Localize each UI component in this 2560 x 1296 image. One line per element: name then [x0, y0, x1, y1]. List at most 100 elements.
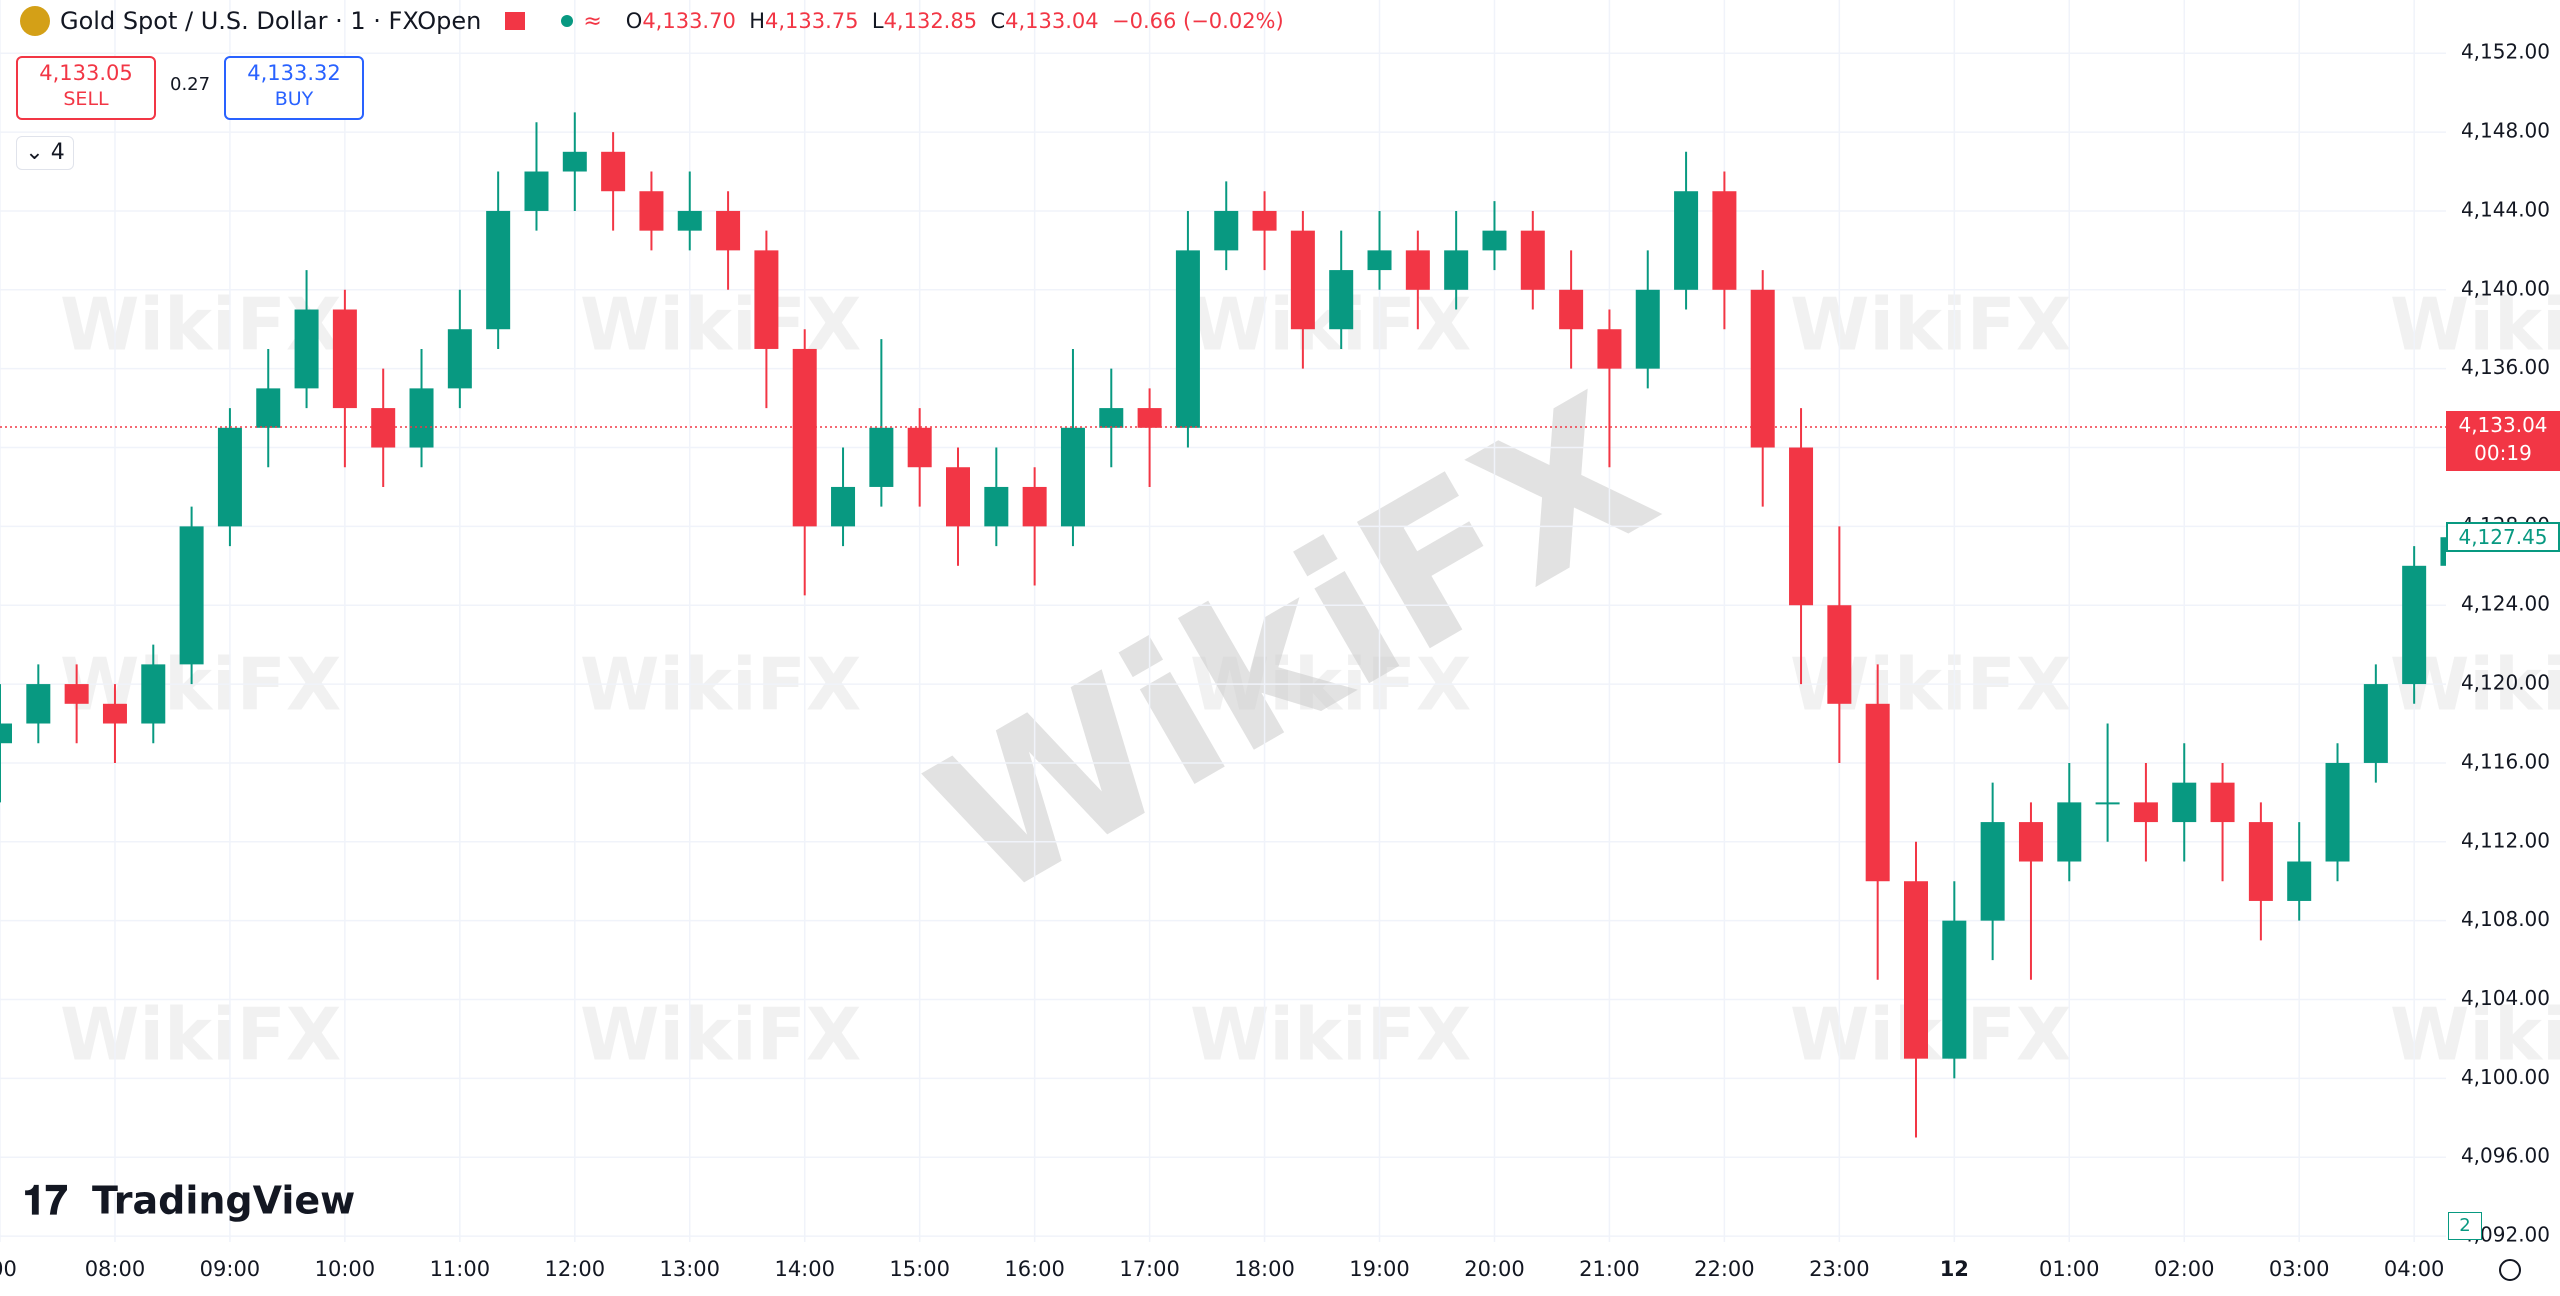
- candle-body: [1367, 250, 1392, 271]
- x-tick-label: 13:00: [659, 1257, 720, 1281]
- countdown: 00:19: [2474, 441, 2532, 465]
- symbol-icon: [20, 6, 50, 36]
- y-tick-label: 4,096.00: [2461, 1144, 2550, 1168]
- candle-body: [946, 467, 970, 527]
- indicators-toggle[interactable]: ⌄ 4: [16, 136, 74, 170]
- candle-body: [1942, 920, 1967, 1059]
- candle-body: [141, 664, 166, 724]
- watermark: WikiFX: [2390, 283, 2560, 367]
- x-tick-label: 09:00: [200, 1257, 261, 1281]
- candle-body: [831, 486, 856, 527]
- candle-body: [1252, 210, 1277, 231]
- watermark: WikiFX: [60, 993, 341, 1077]
- candle-body: [1022, 486, 1047, 527]
- candle-body: [371, 408, 396, 448]
- l-value: 4,132.85: [883, 9, 978, 33]
- candle-body: [102, 703, 127, 724]
- buy-price: 4,133.32: [247, 61, 341, 85]
- candle-body: [294, 309, 319, 389]
- watermark-large: WikiFX: [896, 352, 1689, 945]
- last-price: 4,133.04: [2458, 413, 2548, 437]
- o-value: 4,133.70: [642, 9, 736, 33]
- x-tick-label: 03:00: [2269, 1257, 2330, 1281]
- y-tick-label: 4,100.00: [2461, 1065, 2550, 1089]
- y-tick-label: 4,140.00: [2461, 276, 2550, 300]
- y-tick-label: 4,120.00: [2461, 671, 2550, 695]
- candle-body: [1482, 230, 1507, 251]
- watermark: WikiFX: [1790, 993, 2071, 1077]
- candle-body: [0, 723, 12, 744]
- candle-body: [26, 684, 51, 724]
- ohlc: O4,133.70 H4,133.75 L4,132.85 C4,133.04 …: [626, 9, 1284, 33]
- candle-body: [2248, 822, 2273, 901]
- settings-icon[interactable]: [2499, 1259, 2521, 1281]
- y-tick-label: 4,144.00: [2461, 197, 2550, 221]
- grid: [0, 0, 2446, 1242]
- logo-mark: 𝟏𝟕: [23, 1178, 67, 1224]
- y-tick-label: 4,152.00: [2461, 40, 2550, 64]
- candle-body: [1750, 289, 1775, 448]
- header: Gold Spot / U.S. Dollar · 1 · FXOpen ≈ O…: [20, 6, 1284, 36]
- x-tick-label: 04:00: [2384, 1257, 2445, 1281]
- change: −0.66 (−0.02%): [1111, 9, 1284, 33]
- watermark: WikiFX: [580, 283, 861, 367]
- sell-button[interactable]: 4,133.05 SELL: [16, 56, 156, 120]
- buy-button[interactable]: 4,133.32 BUY: [224, 56, 364, 120]
- candle-body: [524, 171, 549, 211]
- candle-body: [2172, 782, 2197, 823]
- candle-body: [1674, 191, 1699, 290]
- x-tick-label: :00: [0, 1257, 17, 1281]
- x-tick-label: 18:00: [1234, 1257, 1295, 1281]
- candle-body: [1980, 822, 2005, 921]
- candle-body: [332, 309, 357, 409]
- x-tick-label: 08:00: [85, 1257, 146, 1281]
- x-tick-label: 01:00: [2039, 1257, 2100, 1281]
- y-tick-label: 4,116.00: [2461, 749, 2550, 773]
- x-tick-label: 14:00: [774, 1257, 835, 1281]
- candle-body: [716, 210, 741, 251]
- watermark: WikiFX: [60, 283, 341, 367]
- candle-body: [217, 427, 242, 527]
- candle-body: [1559, 289, 1584, 330]
- x-tick-label: 17:00: [1119, 1257, 1180, 1281]
- symbol-title[interactable]: Gold Spot / U.S. Dollar · 1 · FXOpen: [60, 7, 482, 35]
- candle-body: [409, 388, 434, 448]
- candle-body: [677, 210, 702, 231]
- x-tick-label: 22:00: [1694, 1257, 1755, 1281]
- indicators-count: 4: [50, 140, 65, 165]
- candle-body: [2402, 565, 2427, 685]
- watermark: WikiFX: [1190, 993, 1471, 1077]
- status-dot: [561, 15, 574, 27]
- x-tick-label: 19:00: [1349, 1257, 1410, 1281]
- candle-body: [2325, 762, 2350, 862]
- candle-body: [1635, 289, 1660, 369]
- spread: 0.27: [170, 74, 211, 95]
- logo: TradingView: [92, 1179, 355, 1223]
- candle-body: [486, 210, 511, 330]
- x-tick-label: 12: [1940, 1257, 1969, 1281]
- candle-body: [2440, 537, 2446, 566]
- candle-body: [562, 151, 587, 172]
- x-tick-label: 12:00: [545, 1257, 606, 1281]
- c-value: 4,133.04: [1005, 9, 1099, 33]
- candle-body: [1214, 210, 1239, 251]
- candle-body: [869, 427, 894, 487]
- candle-body: [2210, 782, 2235, 823]
- axes: 4,092.004,096.004,100.004,104.004,108.00…: [0, 40, 2550, 1281]
- flag-icon[interactable]: [505, 12, 526, 30]
- volume-badge: 2: [2448, 1212, 2482, 1240]
- watermarks: WikiFX WikiFX WikiFX WikiFX WikiFX WikiFX Wiki…: [60, 283, 2560, 1077]
- candle-body: [1789, 447, 1814, 606]
- sell-price: 4,133.05: [39, 61, 133, 85]
- buy-label: BUY: [274, 88, 314, 110]
- y-tick-label: 4,104.00: [2461, 986, 2550, 1010]
- watermark: WikiFX: [580, 993, 861, 1077]
- candle-body: [1520, 230, 1545, 290]
- x-tick-label: 02:00: [2154, 1257, 2215, 1281]
- candle-body: [1827, 605, 1852, 704]
- candle-body: [447, 329, 472, 389]
- close-price-label: 4,127.45: [2446, 522, 2560, 553]
- plot: [0, 112, 2446, 1138]
